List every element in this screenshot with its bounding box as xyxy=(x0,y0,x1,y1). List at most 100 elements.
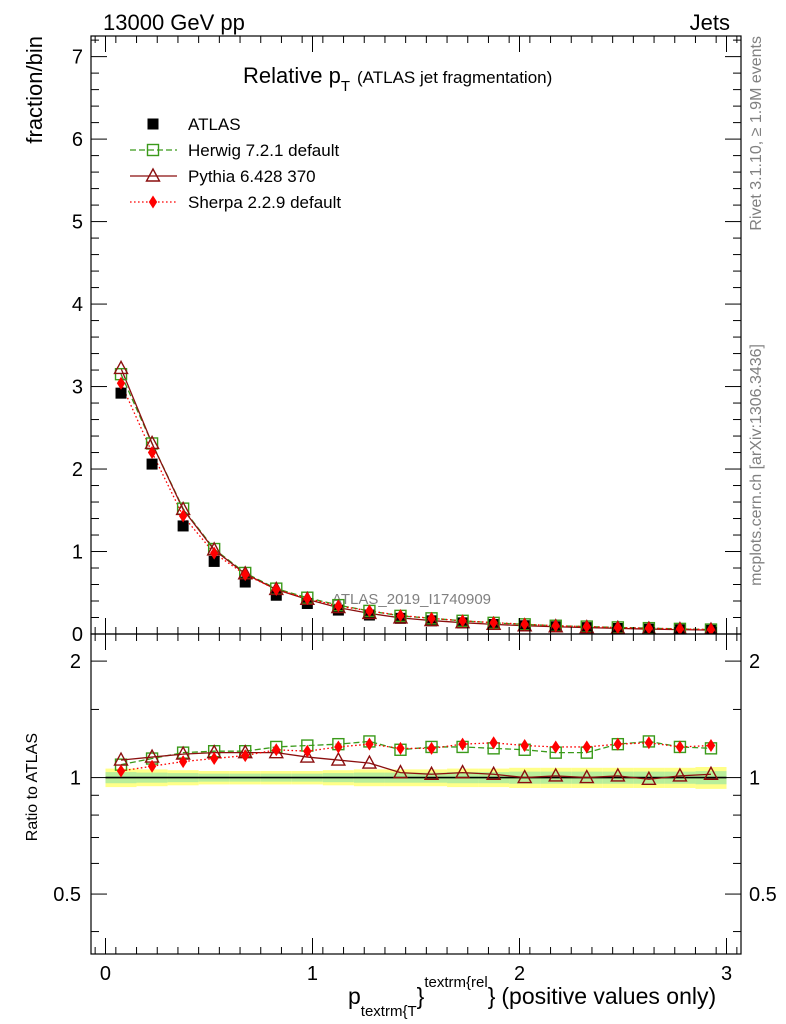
point-sherpa xyxy=(116,376,126,390)
x-title-superscript: textrm{rel xyxy=(424,974,487,991)
x-title-brace-1: } xyxy=(417,983,425,1009)
legend-label-sherpa: Sherpa 2.2.9 default xyxy=(188,193,341,212)
ratio-point-sherpa xyxy=(178,755,188,769)
ratio-y-tick-label-right: 0.5 xyxy=(749,884,777,906)
ratio-point-sherpa xyxy=(272,743,281,757)
point-pythia xyxy=(113,359,129,375)
point-sherpa xyxy=(365,604,374,618)
ratio-point-sherpa xyxy=(489,736,498,750)
point-sherpa xyxy=(706,623,716,634)
point-sherpa xyxy=(644,621,654,634)
ratio-point-sherpa xyxy=(520,739,529,753)
main-y-tick-label: 0 xyxy=(72,624,83,646)
legend-label-herwig: Herwig 7.2.1 default xyxy=(188,141,339,160)
legend-marker-sherpa xyxy=(148,195,158,209)
ratio-plot-frame xyxy=(90,633,742,955)
ratio-point-pythia xyxy=(517,769,533,784)
legend-marker-herwig xyxy=(146,143,160,157)
point-sherpa xyxy=(272,582,281,596)
main-y-tick-label: 3 xyxy=(72,377,83,399)
ratio-point-sherpa xyxy=(365,737,374,751)
point-atlas xyxy=(115,387,127,399)
ratio-plot-content xyxy=(105,735,727,789)
x-title-p: p xyxy=(348,983,361,1009)
legend-label-pythia: Pythia 6.428 370 xyxy=(188,167,316,186)
ratio-point-pythia xyxy=(392,764,409,779)
point-atlas xyxy=(177,520,189,532)
point-sherpa xyxy=(675,622,685,634)
point-sherpa xyxy=(334,599,343,613)
ratio-point-sherpa xyxy=(551,740,560,754)
x-tick-label: 1 xyxy=(307,963,318,985)
point-sherpa xyxy=(241,568,250,582)
ratio-point-pythia xyxy=(641,770,657,785)
point-pythia xyxy=(392,609,409,624)
ratio-point-sherpa xyxy=(582,740,591,754)
point-sherpa xyxy=(303,592,312,606)
ratio-y-tick-label: 2 xyxy=(70,651,81,673)
ratio-point-pythia xyxy=(268,744,284,759)
plot-title-paren: (ATLAS jet fragmentation) xyxy=(357,68,552,87)
ratio-point-pythia xyxy=(579,769,595,784)
ratio-y-tick-label-right: 1 xyxy=(749,768,760,790)
point-sherpa xyxy=(520,617,529,631)
ratio-point-pythia xyxy=(423,765,440,780)
legend: ATLAS Herwig 7.2.1 default Pythia 6.428 37… xyxy=(130,115,341,212)
legend-marker-pythia xyxy=(145,167,161,182)
ratio-point-sherpa xyxy=(396,741,405,755)
x-tick-label: 2 xyxy=(514,963,525,985)
point-atlas xyxy=(208,555,220,567)
point-pythia xyxy=(361,604,378,620)
point-sherpa xyxy=(427,611,436,625)
main-y-tick-label: 5 xyxy=(72,212,83,234)
main-y-tick-label: 6 xyxy=(72,129,83,151)
ratio-point-pythia xyxy=(548,767,564,782)
x-tick-label: 3 xyxy=(721,963,732,985)
plot-title-main: Relative p xyxy=(243,63,341,88)
point-sherpa xyxy=(209,546,219,560)
ratio-point-pythia xyxy=(330,751,347,766)
x-title-brace-2: } xyxy=(488,983,496,1009)
point-atlas xyxy=(239,576,251,588)
main-y-tick-label: 2 xyxy=(72,459,83,481)
ratio-y-tick-label: 1 xyxy=(70,768,81,790)
plot-title-subscript: T xyxy=(341,78,350,95)
analysis-watermark: ATLAS_2019_I1740909 xyxy=(332,591,491,608)
point-sherpa xyxy=(489,616,498,630)
x-tick-label: 0 xyxy=(100,963,111,985)
plot-title: Relative pT (ATLAS jet fragmentation) xyxy=(243,63,552,95)
x-title-subscript: textrm{T xyxy=(361,1003,417,1020)
ratio-point-sherpa xyxy=(147,759,157,773)
ratio-point-sherpa xyxy=(116,764,126,778)
ratio-line-pythia xyxy=(120,751,712,780)
ratio-point-sherpa xyxy=(644,736,654,750)
ratio-point-pythia xyxy=(454,764,471,779)
point-sherpa xyxy=(178,509,188,523)
ratio-y-tick-label: 0.5 xyxy=(53,884,81,906)
point-sherpa xyxy=(613,621,623,634)
point-sherpa xyxy=(582,620,591,634)
ratio-point-sherpa xyxy=(675,740,685,754)
header-energy-label: 13000 GeV pp xyxy=(103,10,245,35)
x-title-rest: (positive values only) xyxy=(501,983,716,1009)
ratio-point-pythia xyxy=(672,767,688,782)
main-y-tick-label: 4 xyxy=(72,294,83,316)
legend-marker-atlas xyxy=(147,118,159,130)
point-atlas xyxy=(146,458,158,470)
ratio-line-sherpa xyxy=(120,742,712,772)
axes-ticks: 0 1 2 3 4 5 6 7 0 1 2 3 0.5 0.5 1 1 2 2 xyxy=(53,36,777,985)
main-y-tick-label: 1 xyxy=(72,542,83,564)
ratio-point-sherpa xyxy=(334,740,343,754)
ratio-point-sherpa xyxy=(241,749,250,763)
point-sherpa xyxy=(147,446,157,460)
ratio-point-pythia xyxy=(610,767,626,782)
point-sherpa xyxy=(458,614,467,628)
ratio-point-sherpa xyxy=(303,744,312,758)
x-axis-title: ptextrm{T}textrm{rel} (positive values on… xyxy=(348,974,716,1020)
main-y-axis-title: fraction/bin xyxy=(22,36,47,144)
legend-label-atlas: ATLAS xyxy=(188,115,241,134)
main-plot-content xyxy=(113,359,718,634)
ratio-point-sherpa xyxy=(458,737,467,751)
header-process-label: Jets xyxy=(690,10,730,35)
ratio-point-sherpa xyxy=(706,739,716,753)
